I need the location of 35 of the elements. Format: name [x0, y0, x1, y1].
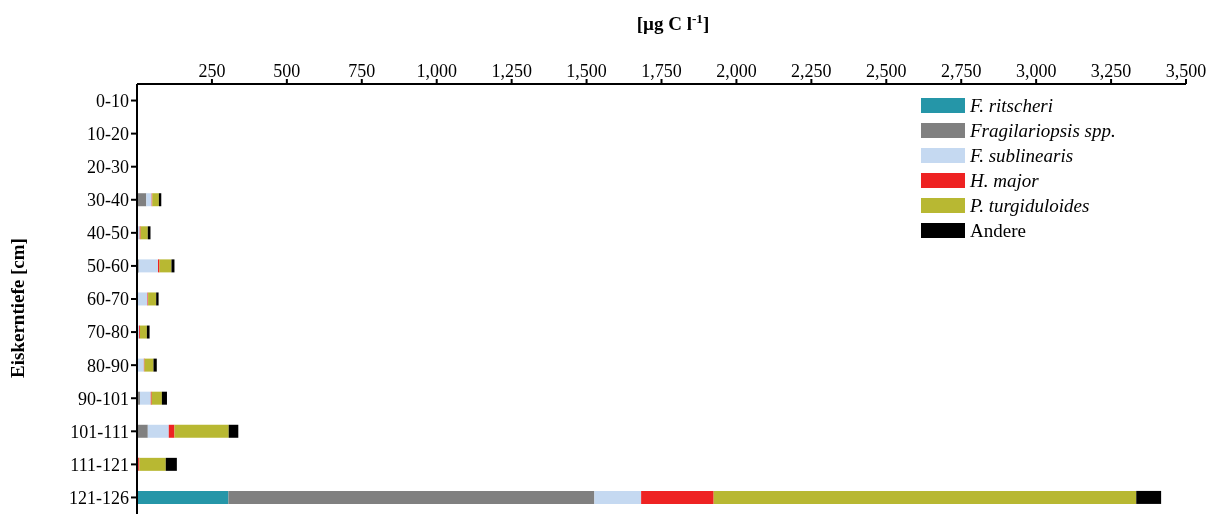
x-tick-label: 2,250 — [791, 61, 832, 81]
y-tick-label: 30-40 — [87, 190, 129, 211]
y-tick-label: 20-30 — [87, 157, 129, 178]
y-tick-label: 101-111 — [70, 421, 129, 442]
x-tick-label: 3,500 — [1165, 61, 1207, 81]
y-tick-label: 90-101 — [78, 388, 129, 409]
y-tick-label: 50-60 — [87, 256, 129, 277]
legend-label: H. major — [970, 169, 1039, 193]
y-tick-label: 0-10 — [96, 90, 129, 111]
legend-label: F. ritscheri — [970, 94, 1054, 118]
x-tick-label: 3,000 — [1015, 61, 1057, 81]
x-tick-label: 1,750 — [641, 61, 682, 81]
x-tick-label: 500 — [273, 61, 301, 81]
x-tick-label: 1,500 — [566, 61, 607, 81]
y-tick-label: 10-20 — [87, 124, 129, 145]
y-axis-title: Eiskerntiefe [cm] — [7, 238, 28, 378]
legend-label: F. sublinearis — [970, 144, 1074, 168]
legend-label: P. turgiduloides — [970, 194, 1090, 218]
x-tick-label: 2,000 — [716, 61, 757, 81]
x-tick-label: 2,500 — [866, 61, 907, 81]
x-tick-label: 3,250 — [1090, 61, 1132, 81]
x-tick-label: 2,750 — [940, 61, 982, 81]
x-tick-label: 1,000 — [416, 61, 457, 81]
x-tick-label: 250 — [198, 61, 226, 81]
y-tick-label: 40-50 — [87, 223, 129, 244]
legend-label: Fragilariopsis spp. — [970, 119, 1116, 143]
y-tick-label: 80-90 — [87, 355, 129, 376]
y-tick-label: 70-80 — [87, 322, 129, 343]
y-tick-label: 60-70 — [87, 289, 129, 310]
x-tick-label: 750 — [348, 61, 376, 81]
x-axis-title: [µg C l$^{-1}$] — [636, 10, 710, 34]
x-tick-label: 1,250 — [491, 61, 532, 81]
legend-label: Andere — [970, 219, 1026, 243]
y-tick-label: 111-121 — [70, 454, 129, 475]
y-tick-label: 121-126 — [69, 487, 129, 508]
